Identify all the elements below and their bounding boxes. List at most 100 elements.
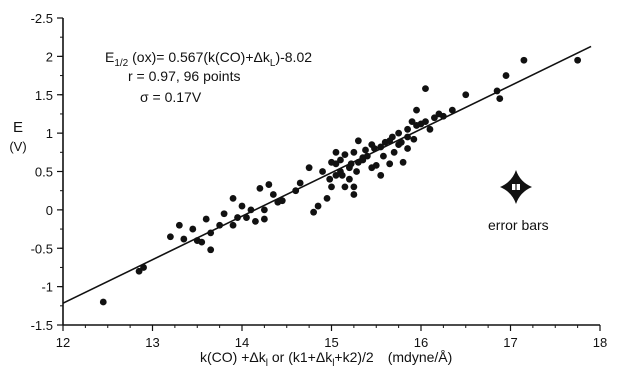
data-point [247,206,255,214]
data-point [520,56,528,64]
x-tick-label: 14 [235,335,249,350]
x-tick-label: 17 [503,335,517,350]
y-tick-label: 1.5 [35,88,53,103]
y-tick-label: -2.5 [31,11,53,26]
data-point [395,129,403,137]
data-point [350,191,358,198]
error-bars-icon [500,170,532,204]
data-point [260,206,268,214]
y-tick-label: 1 [46,126,53,141]
data-point [362,146,369,154]
data-point [422,118,429,126]
data-point [243,214,250,221]
error-bars-label: error bars [488,217,549,233]
data-point [435,110,443,118]
y-tick-label: -1 [41,280,53,295]
regression-line [62,45,592,304]
y-tick-label: 0 [46,203,53,218]
data-point [238,202,246,210]
data-point [363,152,371,160]
data-point [189,225,197,233]
data-point [353,168,360,175]
data-point [431,114,438,122]
y-tick-labels: -2.5 2 1.5 1 0.5 0 -0.5 -1 -1.5 [31,11,53,333]
data-point [220,210,228,218]
y-axis-label: E [13,119,23,136]
data-point [386,160,394,168]
data-point [252,217,259,225]
data-point [410,135,418,143]
data-point [198,238,206,246]
data-point [278,197,286,205]
data-point [323,194,331,202]
sigma-annotation: σ = 0.17V [140,89,202,105]
data-point [413,106,420,114]
data-point [328,158,335,166]
data-point [229,221,237,229]
data-point [404,145,411,152]
data-point [140,264,147,271]
data-point [167,233,174,241]
x-tick-labels: 12 13 14 15 16 17 18 [56,335,607,350]
data-point [404,125,411,133]
data-point [175,221,183,229]
x-axis-label: k(CO) +Δkl or (k1+Δkl+k2)/2 (mdyne/Å) [200,349,452,369]
data-point [229,194,237,202]
data-point [296,179,304,187]
y-tick-label: -0.5 [31,241,53,256]
data-point [319,168,326,175]
data-point [496,95,504,102]
data-point [422,85,429,93]
data-point [305,164,313,172]
data-point [390,148,398,156]
data-point [404,133,411,141]
data-points [99,56,582,306]
data-point [371,145,378,152]
data-point [399,158,407,166]
data-point [359,156,367,164]
data-point [314,202,322,210]
x-tick-label: 15 [324,335,338,350]
data-point [502,72,510,79]
data-point [341,151,349,159]
data-point [408,118,416,126]
data-point [234,214,241,221]
data-point [493,87,501,95]
y-axis-unit: (V) [9,139,26,154]
data-point [207,246,215,254]
data-point [462,91,470,99]
data-point [292,187,300,195]
data-point [256,184,264,192]
data-point [328,183,335,191]
data-point [269,191,277,198]
y-tick-label: -1.5 [31,318,53,333]
y-tick-label: 0.5 [35,165,53,180]
x-tick-label: 12 [56,335,70,350]
data-point [377,143,385,151]
data-point [341,183,349,191]
y-tick-label: 2 [46,49,53,64]
data-point [207,229,215,237]
data-point [332,148,340,156]
data-point [338,171,346,179]
data-point [260,215,268,223]
data-point [135,267,143,275]
data-point [350,183,358,191]
data-point [350,148,358,156]
data-point [326,175,334,183]
data-point [347,160,355,168]
data-point [574,56,582,64]
data-point [380,152,387,160]
data-point [354,137,362,145]
x-tick-label: 18 [593,335,607,350]
correlation-annotation: r = 0.97, 96 points [128,68,240,84]
x-tick-label: 13 [145,335,159,350]
data-point [395,141,403,149]
data-point [377,171,385,179]
data-point [388,133,396,141]
data-point [202,215,210,223]
data-point [413,122,420,129]
data-point [99,298,107,306]
data-point [448,106,456,114]
